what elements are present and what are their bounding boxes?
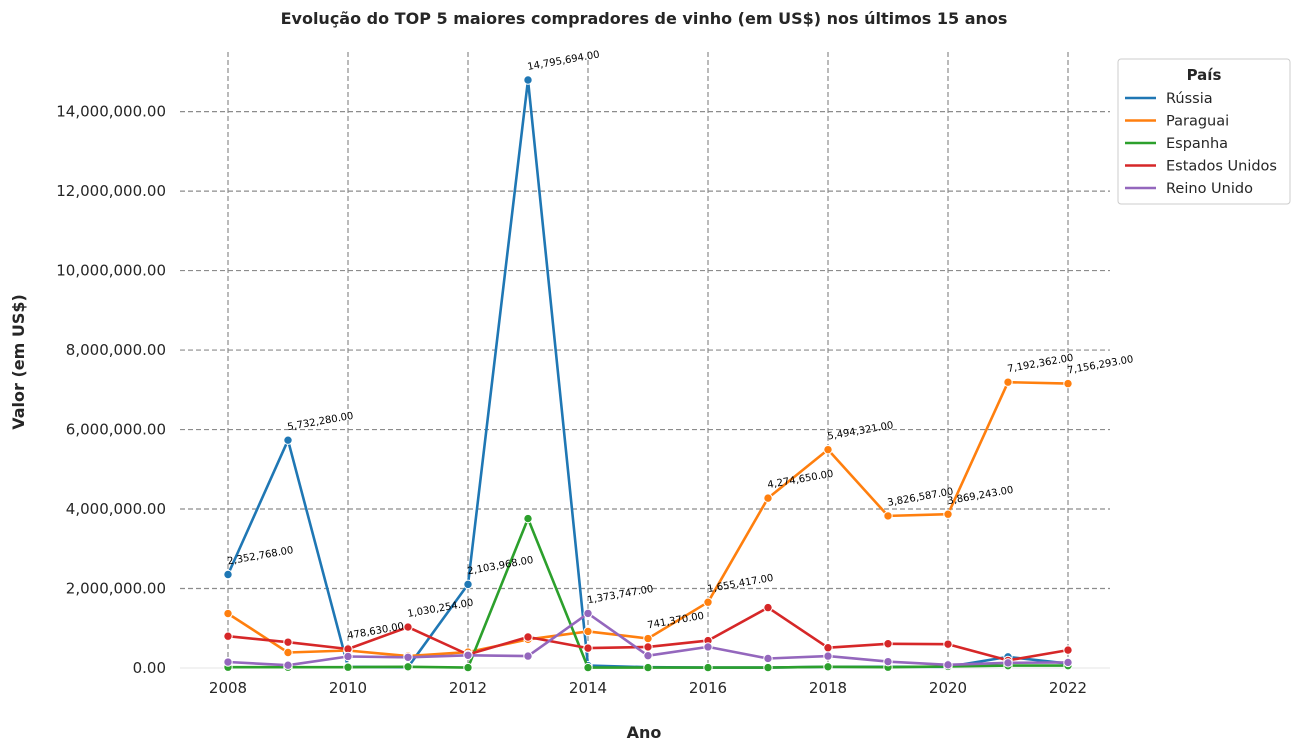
x-tick-label: 2010	[329, 679, 367, 697]
legend-entry: Paraguai	[1166, 114, 1229, 130]
y-tick-label: 10,000,000.00	[56, 262, 166, 280]
data-point	[283, 660, 293, 670]
data-point	[343, 651, 353, 662]
chart-title: Evolução do TOP 5 maiores compradores de…	[281, 9, 1008, 28]
legend-entry: Espanha	[1166, 136, 1228, 152]
data-point	[763, 653, 773, 664]
grid	[180, 52, 1110, 669]
data-point	[763, 602, 773, 613]
data-point	[343, 662, 353, 672]
data-label: 5,494,321.00	[827, 420, 895, 442]
x-axis-label: Ano	[627, 723, 662, 742]
data-point	[463, 662, 473, 673]
data-label: 1,373,747.00	[587, 584, 655, 606]
legend: País Rússia Paraguai Espanha Estados Unidos R…	[1117, 58, 1291, 205]
data-point	[1003, 377, 1013, 387]
data-point	[463, 650, 473, 660]
legend-entry: Estados Unidos	[1166, 159, 1277, 175]
data-label: 3,869,243.00	[947, 485, 1015, 507]
data-point	[643, 662, 653, 673]
series-line	[227, 380, 1069, 658]
data-point	[403, 662, 413, 672]
data-point	[643, 633, 653, 644]
data-point	[883, 639, 893, 649]
x-tick-label: 2020	[929, 679, 967, 697]
x-tick-label: 2018	[809, 679, 847, 697]
data-point	[703, 642, 713, 652]
x-tick-label: 2016	[689, 679, 727, 697]
y-tick-label: 2,000,000.00	[66, 580, 166, 598]
data-point	[823, 444, 833, 455]
legend-entry: Reino Unido	[1166, 181, 1253, 197]
y-tick-label: 0.00	[133, 659, 166, 677]
series-lines	[223, 75, 1073, 673]
data-point	[523, 651, 533, 661]
data-point	[703, 662, 713, 673]
data-point	[223, 657, 233, 667]
y-tick-label: 4,000,000.00	[66, 500, 166, 518]
data-label: 1,655,417.00	[707, 573, 775, 595]
data-point	[823, 643, 833, 653]
data-point	[763, 662, 773, 673]
data-point	[703, 597, 713, 607]
data-point	[463, 579, 473, 590]
data-point	[1063, 645, 1073, 655]
data-point	[823, 651, 833, 661]
data-label: 14,795,694.00	[527, 49, 601, 73]
y-tick-label: 14,000,000.00	[56, 103, 166, 121]
data-point	[223, 608, 233, 619]
data-point	[283, 647, 293, 658]
data-point	[583, 643, 593, 653]
data-point	[1003, 658, 1013, 668]
data-point	[643, 642, 653, 652]
data-point	[583, 608, 593, 619]
legend-title: País	[1187, 66, 1222, 84]
y-tick-label: 6,000,000.00	[66, 421, 166, 439]
data-label: 2,103,968.00	[467, 555, 535, 577]
data-label: 3,826,587.00	[887, 486, 955, 508]
data-point	[403, 622, 413, 632]
data-point	[583, 626, 593, 637]
data-point	[763, 493, 773, 503]
data-point	[403, 652, 413, 662]
data-label: 7,156,293.00	[1067, 354, 1135, 376]
data-point	[523, 632, 533, 642]
y-axis-label: Valor (em US$)	[9, 294, 28, 430]
data-point	[883, 511, 893, 521]
data-point	[643, 650, 653, 661]
data-label: 1,030,254.00	[407, 598, 475, 620]
data-point	[283, 637, 293, 647]
data-point	[943, 660, 953, 670]
data-point	[943, 509, 953, 519]
series-line	[226, 78, 1069, 669]
data-label: 7,192,362.00	[1007, 353, 1075, 375]
data-label: 741,370.00	[647, 611, 705, 632]
data-point	[223, 569, 233, 580]
x-tick-label: 2008	[209, 679, 247, 697]
data-label: 2,352,768.00	[227, 545, 295, 567]
data-point	[583, 662, 593, 673]
y-tick-label: 12,000,000.00	[56, 182, 166, 200]
x-tick-label: 2022	[1049, 679, 1087, 697]
legend-entry: Rússia	[1166, 91, 1213, 107]
legend-box	[1117, 58, 1291, 205]
data-point	[283, 435, 293, 445]
data-point	[883, 656, 893, 667]
data-point	[523, 75, 533, 85]
y-tick-label: 8,000,000.00	[66, 341, 166, 359]
data-point	[1063, 657, 1073, 668]
data-point	[1063, 378, 1073, 389]
x-tick-label: 2012	[449, 679, 487, 697]
data-point	[943, 639, 953, 649]
data-annotations: 2,352,768.005,732,280.00478,630.001,030,…	[227, 49, 1135, 642]
data-point	[523, 513, 533, 524]
data-point	[823, 662, 833, 672]
data-point	[223, 631, 233, 641]
x-tick-label: 2014	[569, 679, 607, 697]
axis-ticks: 2008 2010 2012 2014 2016 2018 2020 2022 0.00 2,00…	[56, 103, 1087, 697]
